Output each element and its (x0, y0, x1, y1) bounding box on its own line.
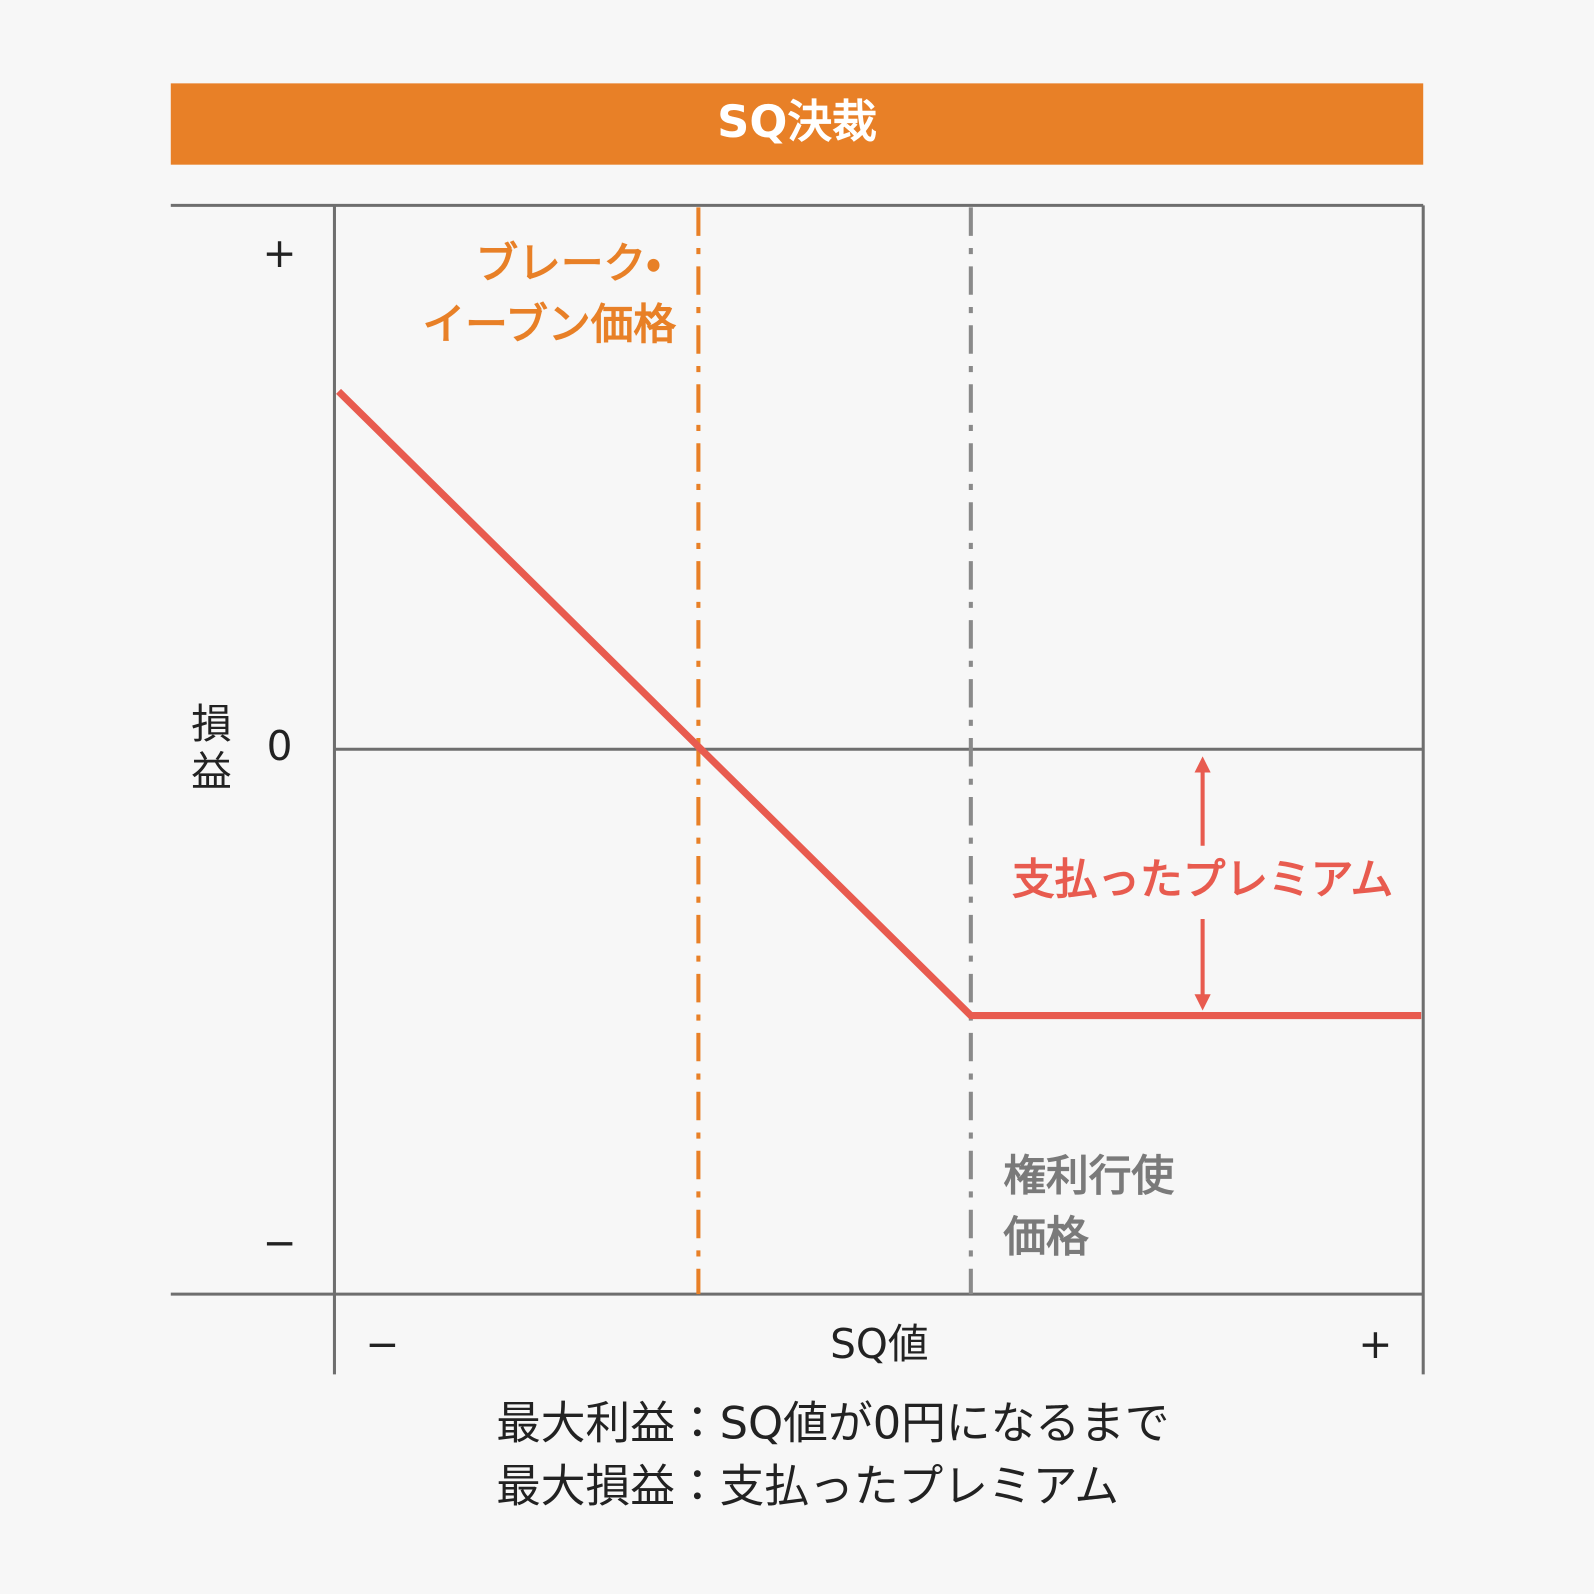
footer-line: 最大損益：支払ったプレミアム (496, 1459, 1119, 1512)
strike-label: 権利行使 (1003, 1152, 1174, 1202)
x-label: SQ値 (830, 1320, 928, 1368)
premium-label: 支払ったプレミアム (1012, 855, 1393, 905)
break-even-label: ブレーク・ (476, 239, 661, 289)
y-label: 益 (191, 748, 232, 796)
header-title: SQ決裁 (717, 95, 877, 148)
x-plus: + (1358, 1320, 1392, 1368)
y-zero: 0 (267, 722, 293, 770)
y-plus: + (263, 229, 297, 277)
y-label: 損 (191, 700, 232, 748)
payoff-line (336, 388, 1422, 1020)
break-even-label: イーブン価格 (422, 300, 676, 350)
strike-label: 価格 (1002, 1213, 1089, 1263)
frame (170, 203, 1425, 1375)
x-minus: − (365, 1320, 399, 1368)
y-minus: − (263, 1218, 297, 1266)
footer-line: 最大利益：SQ値が0円になるまで (496, 1396, 1169, 1449)
header-bar (170, 83, 1424, 165)
